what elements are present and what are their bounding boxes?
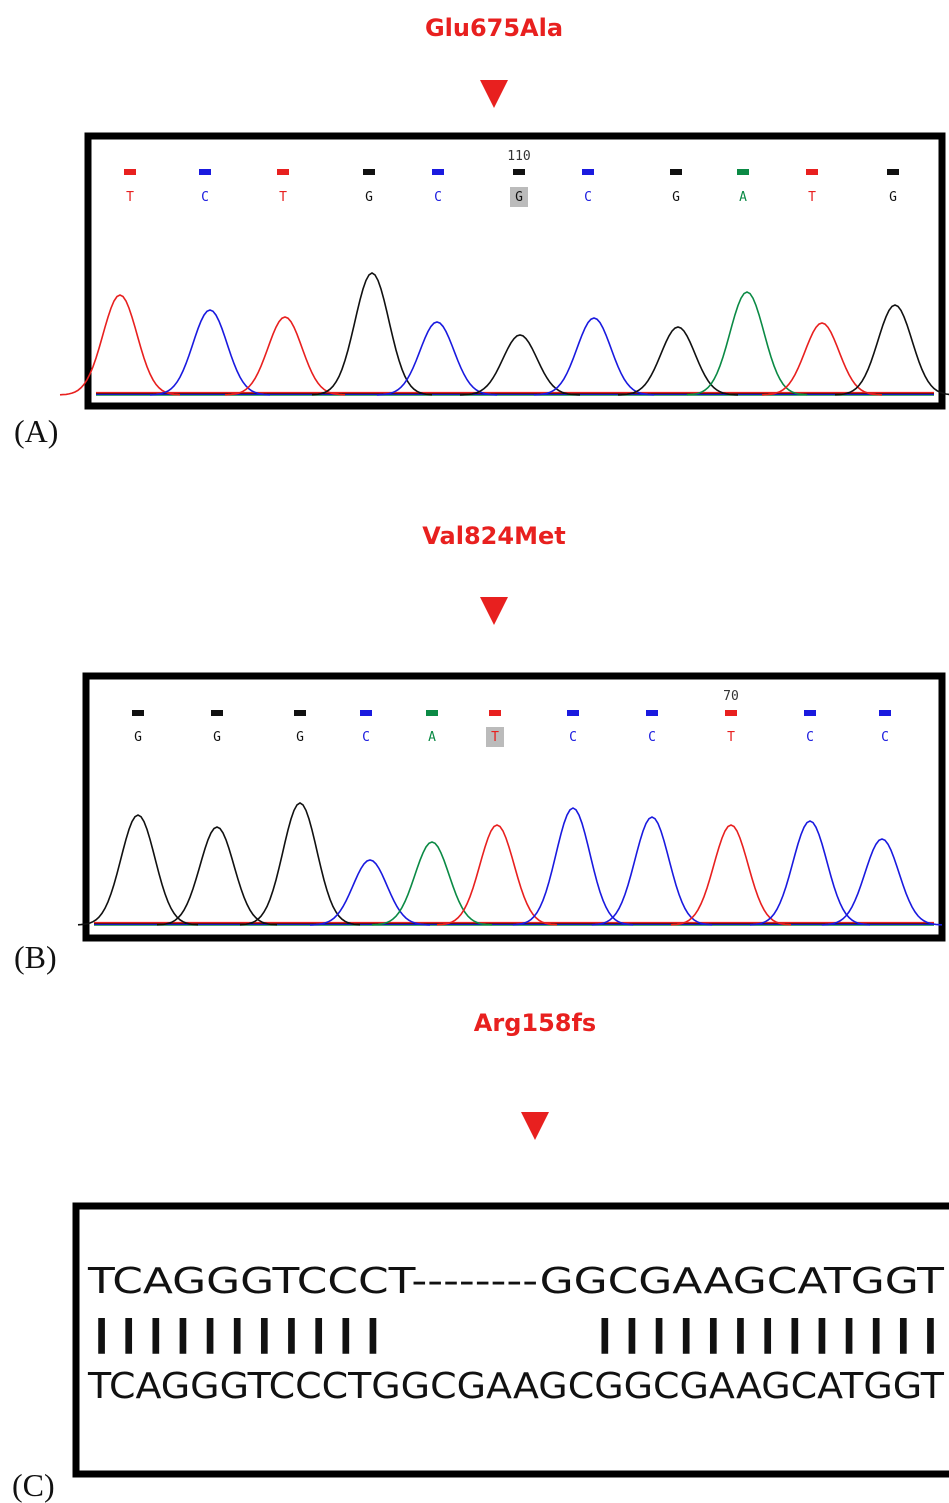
panel-label: (B): [14, 939, 57, 975]
base-call: T: [727, 730, 735, 745]
base-call: G: [515, 190, 523, 205]
base-marker: [277, 169, 289, 175]
mutation-title: Arg158fs: [474, 1009, 596, 1037]
base-call: C: [806, 730, 814, 745]
base-call: G: [889, 190, 897, 205]
base-call: C: [648, 730, 656, 745]
base-marker: [432, 169, 444, 175]
base-marker: [211, 710, 223, 716]
match-line: ||||||||||| |||||||||||||: [88, 1313, 944, 1354]
base-marker: [360, 710, 372, 716]
base-marker: [567, 710, 579, 716]
base-call: T: [808, 190, 816, 205]
base-call: A: [739, 190, 747, 205]
base-call: G: [672, 190, 680, 205]
base-call: C: [569, 730, 577, 745]
base-marker: [804, 710, 816, 716]
base-marker: [646, 710, 658, 716]
base-marker: [887, 169, 899, 175]
base-call: C: [881, 730, 889, 745]
base-call: T: [491, 730, 499, 745]
mutation-title: Val824Met: [422, 522, 565, 550]
base-marker: [806, 169, 818, 175]
base-marker: [513, 169, 525, 175]
base-marker: [294, 710, 306, 716]
base-marker: [489, 710, 501, 716]
base-marker: [879, 710, 891, 716]
base-call: C: [584, 190, 592, 205]
base-marker: [199, 169, 211, 175]
panel-label: (C): [12, 1467, 55, 1503]
query-sequence: TCAGGGTCCCT--------GGCGAAGCATGGT: [87, 1261, 945, 1302]
base-call: T: [126, 190, 134, 205]
figure: Arg158fs (C) TCAGGGTCCCT--------GGCGAAGC…: [0, 0, 949, 1503]
base-marker: [670, 169, 682, 175]
base-call: G: [365, 190, 373, 205]
base-position: 70: [723, 689, 739, 704]
panel-label: (A): [14, 413, 58, 449]
base-marker: [582, 169, 594, 175]
base-marker: [737, 169, 749, 175]
base-position: 110: [507, 149, 530, 164]
base-call: G: [213, 730, 221, 745]
base-call: A: [428, 730, 436, 745]
base-marker: [426, 710, 438, 716]
base-call: C: [362, 730, 370, 745]
chromatogram-frame: [88, 136, 942, 406]
base-call: T: [279, 190, 287, 205]
base-marker: [124, 169, 136, 175]
mutation-title: Glu675Ala: [425, 14, 563, 42]
base-marker: [363, 169, 375, 175]
base-call: G: [296, 730, 304, 745]
base-call: G: [134, 730, 142, 745]
base-call: C: [201, 190, 209, 205]
base-marker: [725, 710, 737, 716]
subject-sequence: TCAGGGTCCCTGGCGAAGCGGCGAAGCATGGT: [87, 1366, 945, 1407]
base-marker: [132, 710, 144, 716]
base-call: C: [434, 190, 442, 205]
